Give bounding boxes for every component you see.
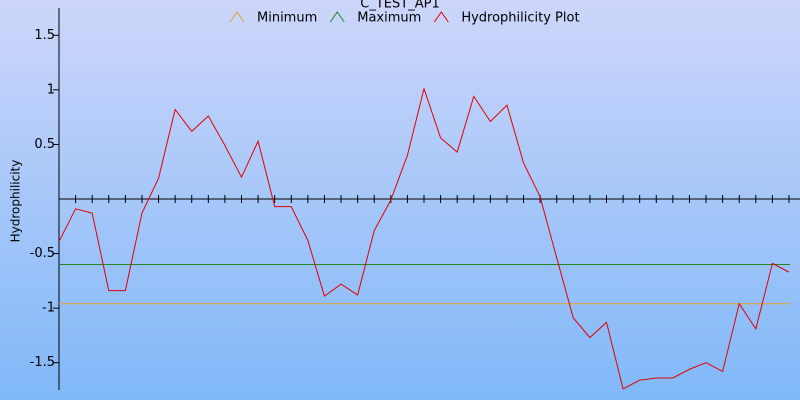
y-tick-label: -1 [42,301,55,316]
legend-label: Minimum [257,11,317,26]
y-tick-label: 0.5 [34,137,55,152]
y-tick-label: 1 [47,82,55,97]
y-tick-label: -0.5 [30,246,55,261]
data-line [58,86,790,390]
legend-icon [433,11,449,23]
legend-label: Hydrophilicity Plot [461,11,579,26]
chart-title: C_TEST_AP1 [360,0,439,12]
legend-label: Maximum [357,11,421,26]
legend-icon [329,11,345,23]
legend-icon [229,11,245,23]
y-tick-label: -1.5 [30,355,55,370]
y-tick-label: 1.5 [34,28,55,43]
y-axis-label: Hydrophilicity [9,160,23,243]
